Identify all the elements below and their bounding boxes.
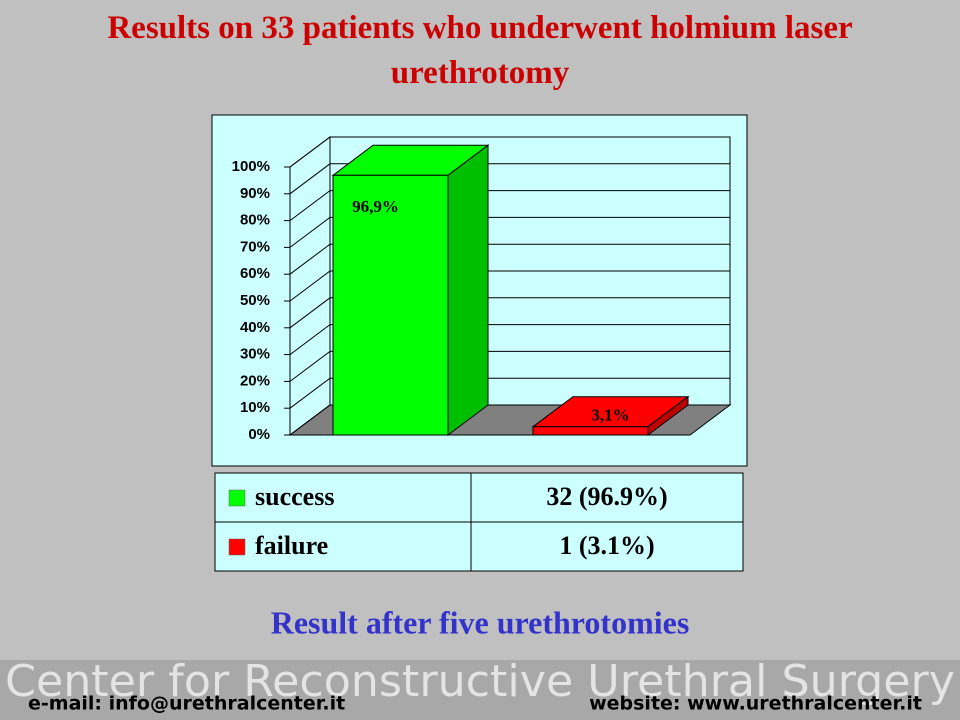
grid-line [289, 297, 730, 329]
legend-swatch [228, 489, 246, 507]
y-tick-label: 100% [232, 158, 270, 175]
y-tick-label: 20% [240, 372, 270, 389]
table-cell: failure [255, 531, 328, 560]
grid-line [289, 350, 730, 382]
value-label: 3,1% [591, 406, 629, 425]
y-tick-label: 10% [240, 399, 270, 416]
table-cell: success [255, 482, 334, 511]
table-cell: 1 (3.1%) [559, 531, 654, 560]
value-label: 96,9% [352, 197, 399, 216]
bar [532, 426, 649, 436]
y-tick-label: 80% [240, 212, 270, 229]
bar [332, 174, 449, 436]
footer-band [0, 660, 960, 720]
grid-line [289, 324, 730, 356]
grid-line [289, 216, 730, 248]
grid-line [289, 136, 730, 168]
grid-line [289, 163, 730, 195]
footer-email: e-mail: info@urethralcenter.it [28, 693, 345, 715]
y-tick-label: 60% [240, 265, 270, 282]
y-tick-label: 30% [240, 346, 270, 363]
table-cell: 32 (96.9%) [546, 482, 667, 511]
plot: 0% 10% 20% 30% 40% 50% 60% 70% 80% 90% 100% 96,9% 3,… [232, 136, 732, 443]
y-tick-label: 70% [240, 238, 270, 255]
table: success 32 (96.9%) failure 1 (3.1%) [214, 472, 744, 572]
y-tick-label: 90% [240, 185, 270, 202]
y-tick-label: 0% [248, 426, 270, 443]
bar-side [447, 144, 489, 436]
grid-line [289, 190, 730, 222]
y-tick-label: 50% [240, 292, 270, 309]
grid-line [289, 270, 730, 302]
grid-line [289, 377, 730, 409]
legend-swatch [228, 538, 246, 556]
grid-line [289, 243, 730, 275]
subtitle: Result after five urethrotomies [271, 604, 690, 640]
y-tick-label: 40% [240, 319, 270, 336]
footer-website: website: www.urethralcenter.it [589, 693, 922, 715]
footer-banner: Center for Reconstructive Urethral Surge… [5, 656, 955, 707]
chart-title: Results on 33 patients who underwent hol… [107, 10, 852, 91]
